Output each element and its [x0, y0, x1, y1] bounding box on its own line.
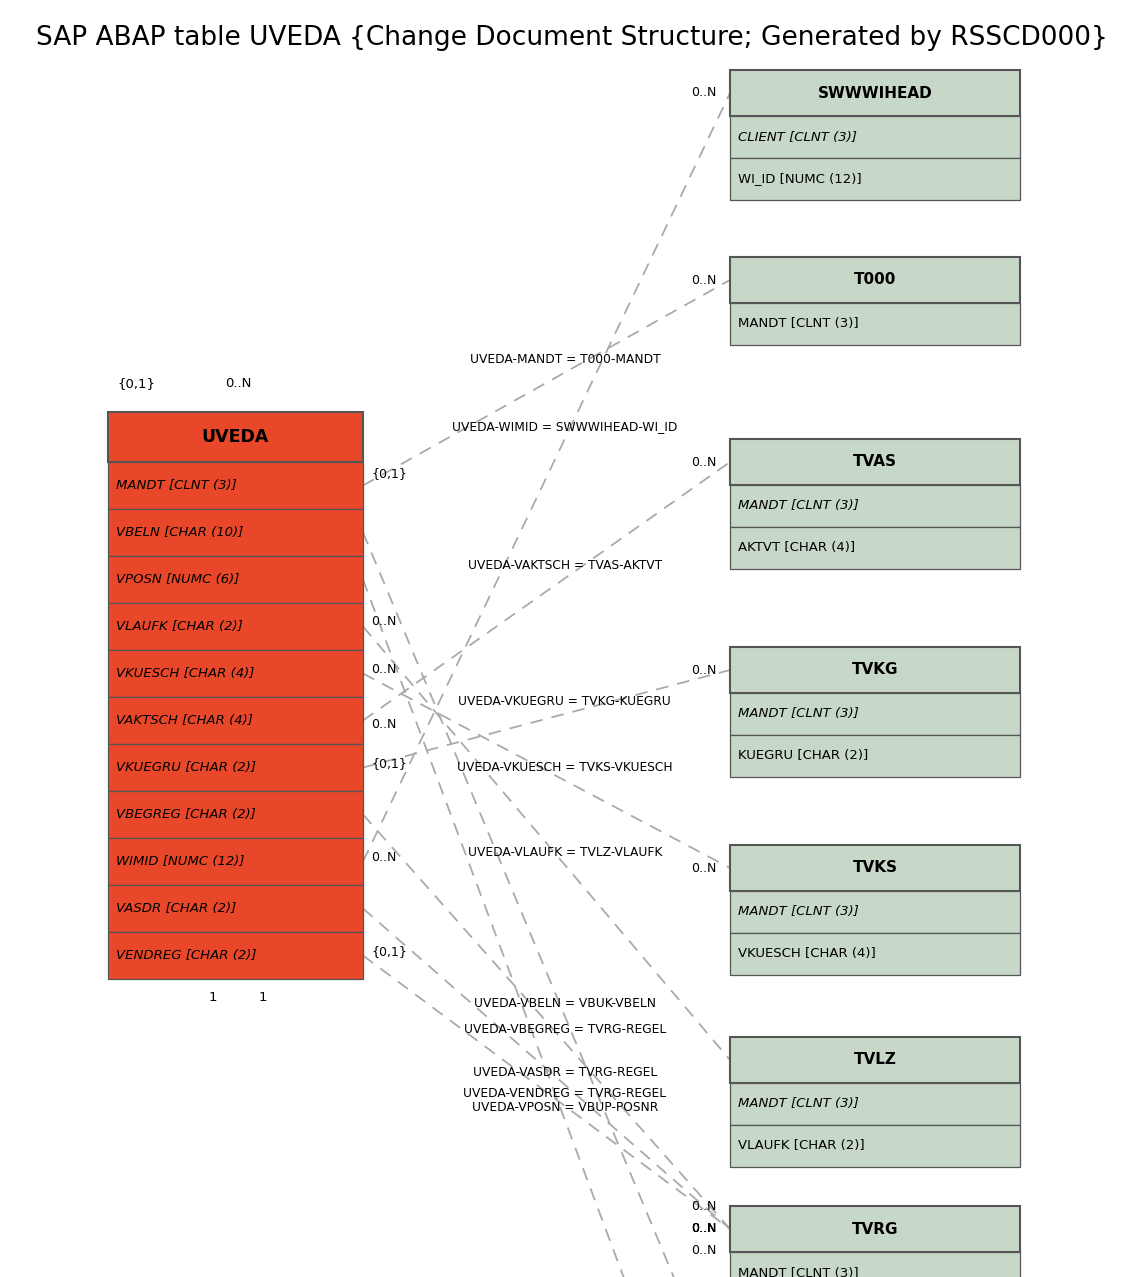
- Text: UVEDA: UVEDA: [202, 428, 270, 446]
- Text: MANDT [CLNT (3)]: MANDT [CLNT (3)]: [738, 1267, 858, 1277]
- Text: T000: T000: [854, 272, 896, 287]
- Bar: [730, 1205, 1020, 1251]
- Text: VLAUFK [CHAR (2)]: VLAUFK [CHAR (2)]: [738, 1139, 864, 1153]
- Text: {0,1}: {0,1}: [371, 757, 407, 770]
- Text: 1: 1: [209, 991, 217, 1004]
- Text: VBEGREG [CHAR (2)]: VBEGREG [CHAR (2)]: [115, 808, 256, 821]
- Text: MANDT [CLNT (3)]: MANDT [CLNT (3)]: [738, 499, 858, 512]
- Text: 0..N: 0..N: [690, 87, 716, 100]
- Text: UVEDA-VENDREG = TVRG-REGEL: UVEDA-VENDREG = TVRG-REGEL: [463, 1087, 666, 1099]
- Bar: [730, 1251, 1020, 1277]
- Text: UVEDA-VPOSN = VBUP-POSNR: UVEDA-VPOSN = VBUP-POSNR: [472, 1101, 658, 1114]
- Text: SWWWIHEAD: SWWWIHEAD: [817, 86, 933, 101]
- Text: {0,1}: {0,1}: [117, 377, 155, 389]
- Bar: [730, 647, 1020, 693]
- Bar: [730, 527, 1020, 570]
- Text: TVAS: TVAS: [853, 455, 897, 470]
- Bar: [730, 933, 1020, 976]
- Text: 0..N: 0..N: [225, 377, 251, 389]
- Text: VBELN [CHAR (10)]: VBELN [CHAR (10)]: [115, 526, 243, 539]
- Text: VKUESCH [CHAR (4)]: VKUESCH [CHAR (4)]: [738, 948, 876, 960]
- Text: 0..N: 0..N: [690, 1222, 716, 1236]
- Text: AKTVT [CHAR (4)]: AKTVT [CHAR (4)]: [738, 541, 855, 554]
- Text: VKUESCH [CHAR (4)]: VKUESCH [CHAR (4)]: [115, 667, 255, 679]
- Text: 0..N: 0..N: [371, 616, 397, 628]
- Text: UVEDA-VKUEGRU = TVKG-KUEGRU: UVEDA-VKUEGRU = TVKG-KUEGRU: [458, 695, 671, 707]
- Text: 0..N: 0..N: [690, 456, 716, 469]
- Bar: [730, 1125, 1020, 1167]
- Text: UVEDA-VASDR = TVRG-REGEL: UVEDA-VASDR = TVRG-REGEL: [473, 1066, 657, 1079]
- Bar: [730, 891, 1020, 933]
- Text: 1: 1: [258, 991, 267, 1004]
- Bar: [107, 697, 363, 744]
- Bar: [730, 70, 1020, 116]
- Bar: [107, 462, 363, 510]
- Bar: [107, 603, 363, 650]
- Text: UVEDA-VLAUFK = TVLZ-VLAUFK: UVEDA-VLAUFK = TVLZ-VLAUFK: [467, 845, 662, 859]
- Text: TVKS: TVKS: [853, 861, 897, 876]
- Text: MANDT [CLNT (3)]: MANDT [CLNT (3)]: [738, 1097, 858, 1111]
- Bar: [107, 885, 363, 932]
- Text: CLIENT [CLNT (3)]: CLIENT [CLNT (3)]: [738, 130, 857, 143]
- Bar: [107, 412, 363, 462]
- Bar: [730, 1083, 1020, 1125]
- Text: UVEDA-MANDT = T000-MANDT: UVEDA-MANDT = T000-MANDT: [470, 354, 661, 366]
- Text: VLAUFK [CHAR (2)]: VLAUFK [CHAR (2)]: [115, 621, 242, 633]
- Text: {0,1}: {0,1}: [371, 467, 407, 480]
- Bar: [730, 736, 1020, 776]
- Text: 0..N: 0..N: [690, 1222, 716, 1236]
- Bar: [730, 439, 1020, 485]
- Text: 0..N: 0..N: [690, 1222, 716, 1236]
- Text: UVEDA-VBEGREG = TVRG-REGEL: UVEDA-VBEGREG = TVRG-REGEL: [464, 1023, 666, 1037]
- Text: VKUEGRU [CHAR (2)]: VKUEGRU [CHAR (2)]: [115, 761, 256, 774]
- Text: UVEDA-VAKTSCH = TVAS-AKTVT: UVEDA-VAKTSCH = TVAS-AKTVT: [467, 559, 662, 572]
- Bar: [730, 1037, 1020, 1083]
- Text: VENDREG [CHAR (2)]: VENDREG [CHAR (2)]: [115, 949, 256, 962]
- Text: VPOSN [NUMC (6)]: VPOSN [NUMC (6)]: [115, 573, 239, 586]
- Bar: [730, 257, 1020, 303]
- Text: UVEDA-WIMID = SWWWIHEAD-WI_ID: UVEDA-WIMID = SWWWIHEAD-WI_ID: [453, 420, 678, 433]
- Text: WI_ID [NUMC (12)]: WI_ID [NUMC (12)]: [738, 172, 862, 185]
- Text: 0..N: 0..N: [690, 1245, 716, 1258]
- Text: 0..N: 0..N: [371, 850, 397, 865]
- Text: MANDT [CLNT (3)]: MANDT [CLNT (3)]: [115, 479, 237, 492]
- Text: 0..N: 0..N: [690, 1200, 716, 1213]
- Text: VASDR [CHAR (2)]: VASDR [CHAR (2)]: [115, 902, 237, 916]
- Text: 0..N: 0..N: [371, 718, 397, 730]
- Bar: [730, 845, 1020, 891]
- Bar: [107, 744, 363, 790]
- Bar: [730, 485, 1020, 527]
- Text: 0..N: 0..N: [690, 1222, 716, 1236]
- Bar: [107, 650, 363, 697]
- Bar: [107, 510, 363, 555]
- Text: SAP ABAP table UVEDA {Change Document Structure; Generated by RSSCD000}: SAP ABAP table UVEDA {Change Document St…: [35, 26, 1108, 51]
- Text: MANDT [CLNT (3)]: MANDT [CLNT (3)]: [738, 707, 858, 720]
- Text: VAKTSCH [CHAR (4)]: VAKTSCH [CHAR (4)]: [115, 714, 253, 727]
- Text: WIMID [NUMC (12)]: WIMID [NUMC (12)]: [115, 856, 245, 868]
- Text: 0..N: 0..N: [690, 862, 716, 875]
- Text: TVRG: TVRG: [852, 1222, 898, 1236]
- Bar: [730, 693, 1020, 736]
- Text: MANDT [CLNT (3)]: MANDT [CLNT (3)]: [738, 318, 858, 331]
- Text: TVKG: TVKG: [852, 663, 898, 678]
- Text: 0..N: 0..N: [690, 664, 716, 677]
- Bar: [730, 303, 1020, 345]
- Bar: [730, 158, 1020, 200]
- Text: 0..N: 0..N: [371, 663, 397, 676]
- Text: {0,1}: {0,1}: [371, 945, 407, 958]
- Text: 0..N: 0..N: [690, 273, 716, 286]
- Bar: [107, 932, 363, 979]
- Bar: [107, 838, 363, 885]
- Text: UVEDA-VKUESCH = TVKS-VKUESCH: UVEDA-VKUESCH = TVKS-VKUESCH: [457, 761, 673, 774]
- Bar: [107, 555, 363, 603]
- Text: UVEDA-VBELN = VBUK-VBELN: UVEDA-VBELN = VBUK-VBELN: [474, 997, 656, 1010]
- Text: TVLZ: TVLZ: [854, 1052, 896, 1068]
- Bar: [730, 116, 1020, 158]
- Text: KUEGRU [CHAR (2)]: KUEGRU [CHAR (2)]: [738, 750, 869, 762]
- Bar: [107, 790, 363, 838]
- Text: MANDT [CLNT (3)]: MANDT [CLNT (3)]: [738, 905, 858, 918]
